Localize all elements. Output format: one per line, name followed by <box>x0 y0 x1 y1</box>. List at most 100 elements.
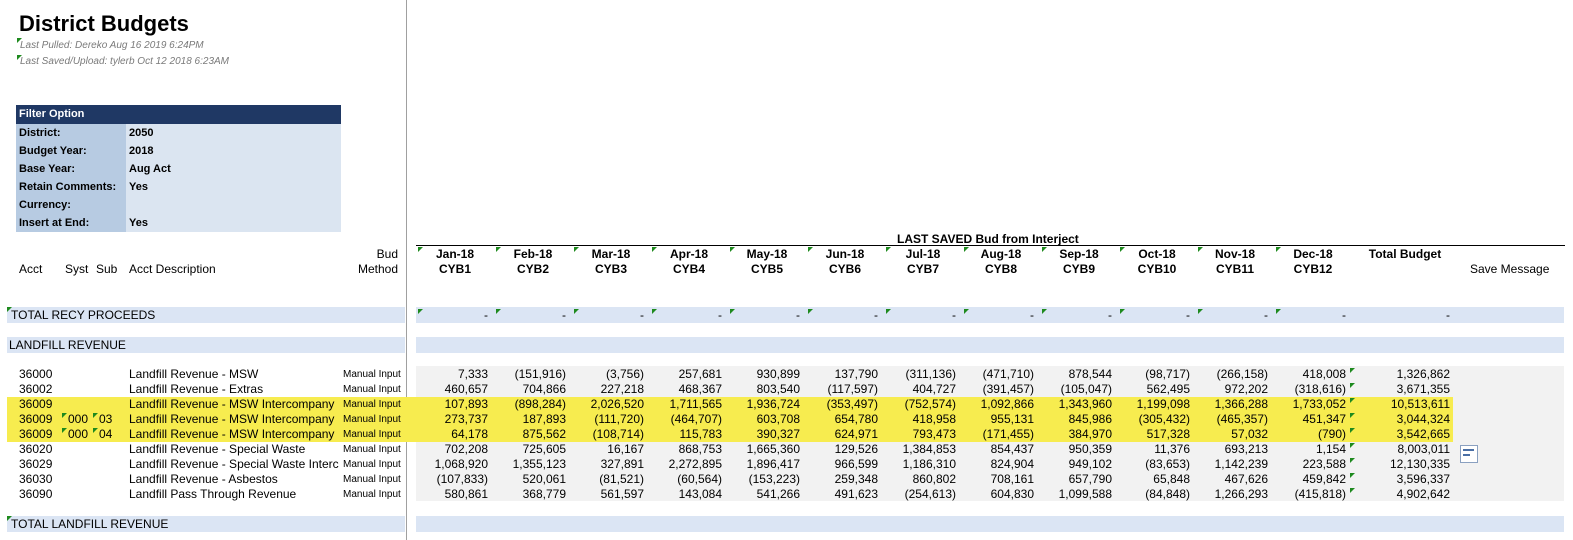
month-value-cell[interactable]: (254,613) <box>904 487 956 501</box>
month-value-cell[interactable]: 930,899 <box>756 367 800 381</box>
month-value-cell[interactable]: - <box>718 308 722 322</box>
month-value-cell[interactable]: 1,936,724 <box>746 397 800 411</box>
method-cell[interactable]: Manual Input <box>343 429 401 440</box>
month-value-cell[interactable]: 451,347 <box>1302 412 1346 426</box>
month-value-cell[interactable]: 1,186,310 <box>902 457 956 471</box>
month-value-cell[interactable]: 520,061 <box>522 472 566 486</box>
month-value-cell[interactable]: 878,544 <box>1068 367 1112 381</box>
month-value-cell[interactable]: 702,208 <box>444 442 488 456</box>
filter-value-insert-at-end[interactable]: Yes <box>126 214 341 232</box>
filter-value-budget-year[interactable]: 2018 <box>126 142 341 160</box>
sub-cell[interactable]: 04 <box>99 427 113 441</box>
month-value-cell[interactable]: 418,008 <box>1302 367 1346 381</box>
month-value-cell[interactable]: - <box>562 308 566 322</box>
month-value-cell[interactable]: 824,904 <box>990 457 1034 471</box>
month-value-cell[interactable]: - <box>1186 308 1190 322</box>
month-value-cell[interactable]: 972,202 <box>1224 382 1268 396</box>
acct-cell[interactable]: 36009 <box>19 427 53 441</box>
month-value-cell[interactable]: (3,756) <box>605 367 644 381</box>
month-value-cell[interactable]: 1,154 <box>1315 442 1346 456</box>
month-value-cell[interactable]: (60,564) <box>677 472 722 486</box>
month-value-cell[interactable]: - <box>640 308 644 322</box>
month-value-cell[interactable]: 257,681 <box>678 367 722 381</box>
acct-cell[interactable]: 36020 <box>19 442 53 456</box>
month-value-cell[interactable]: (171,455) <box>982 427 1034 441</box>
month-value-cell[interactable]: - <box>1108 308 1112 322</box>
month-value-cell[interactable]: 955,131 <box>990 412 1034 426</box>
description-cell[interactable]: Landfill Revenue - Extras <box>129 382 264 396</box>
month-value-cell[interactable]: 1,366,288 <box>1214 397 1268 411</box>
month-value-cell[interactable]: (98,717) <box>1145 367 1190 381</box>
month-value-cell[interactable]: 845,986 <box>1068 412 1112 426</box>
filter-value-retain-comments[interactable]: Yes <box>126 178 341 196</box>
month-value-cell[interactable]: (415,818) <box>1294 487 1346 501</box>
month-value-cell[interactable]: (790) <box>1317 427 1346 441</box>
month-value-cell[interactable]: 115,783 <box>679 427 723 441</box>
month-value-cell[interactable]: 517,328 <box>1146 427 1190 441</box>
month-value-cell[interactable]: 793,473 <box>912 427 956 441</box>
month-value-cell[interactable]: 541,266 <box>756 487 800 501</box>
month-value-cell[interactable]: 418,958 <box>912 412 956 426</box>
month-value-cell[interactable]: 1,355,123 <box>512 457 566 471</box>
month-value-cell[interactable]: 16,167 <box>607 442 644 456</box>
month-value-cell[interactable]: (465,357) <box>1216 412 1268 426</box>
month-value-cell[interactable]: 561,597 <box>600 487 644 501</box>
syst-cell[interactable]: 000 <box>68 427 89 441</box>
month-value-cell[interactable]: 860,802 <box>912 472 956 486</box>
month-value-cell[interactable]: 491,623 <box>834 487 878 501</box>
month-value-cell[interactable]: 1,142,239 <box>1214 457 1268 471</box>
description-cell[interactable]: Landfill Pass Through Revenue <box>129 487 297 501</box>
month-value-cell[interactable]: - <box>796 308 800 322</box>
method-cell[interactable]: Manual Input <box>343 444 401 455</box>
acct-cell[interactable]: 36029 <box>19 457 53 471</box>
month-value-cell[interactable]: 327,891 <box>600 457 644 471</box>
month-value-cell[interactable]: 1,384,853 <box>902 442 956 456</box>
month-value-cell[interactable]: 273,737 <box>444 412 488 426</box>
month-value-cell[interactable]: 1,266,293 <box>1214 487 1268 501</box>
description-cell[interactable]: Landfill Revenue - MSW <box>129 367 259 381</box>
month-value-cell[interactable]: 1,733,052 <box>1292 397 1346 411</box>
month-value-cell[interactable]: - <box>952 308 956 322</box>
month-value-cell[interactable]: (464,707) <box>670 412 722 426</box>
method-cell[interactable]: Manual Input <box>343 414 401 425</box>
month-value-cell[interactable]: 7,333 <box>457 367 488 381</box>
month-value-cell[interactable]: 854,437 <box>990 442 1034 456</box>
description-cell[interactable]: Landfill Revenue - MSW Intercompany <box>129 397 335 411</box>
method-cell[interactable]: Manual Input <box>343 384 401 395</box>
method-cell[interactable]: Manual Input <box>343 474 401 485</box>
sub-cell[interactable]: 03 <box>99 412 113 426</box>
month-value-cell[interactable]: 704,866 <box>522 382 566 396</box>
month-value-cell[interactable]: - <box>1264 308 1268 322</box>
month-value-cell[interactable]: 11,376 <box>1154 442 1190 456</box>
month-value-cell[interactable]: 624,971 <box>834 427 878 441</box>
month-value-cell[interactable]: 467,626 <box>1224 472 1268 486</box>
description-cell[interactable]: Landfill Revenue - Special Waste Interc <box>129 457 339 471</box>
month-value-cell[interactable]: 227,218 <box>600 382 644 396</box>
month-value-cell[interactable]: 57,032 <box>1231 427 1268 441</box>
month-value-cell[interactable]: 1,665,360 <box>746 442 800 456</box>
month-value-cell[interactable]: 603,708 <box>756 412 800 426</box>
month-value-cell[interactable]: (84,848) <box>1145 487 1190 501</box>
description-cell[interactable]: Landfill Revenue - MSW Intercompany <box>129 427 335 441</box>
quick-action-icon[interactable] <box>1460 445 1478 463</box>
month-value-cell[interactable]: 725,605 <box>522 442 566 456</box>
month-value-cell[interactable]: 129,526 <box>834 442 878 456</box>
month-value-cell[interactable]: 1,092,866 <box>980 397 1034 411</box>
month-value-cell[interactable]: 107,893 <box>444 397 488 411</box>
month-value-cell[interactable]: 143,084 <box>678 487 722 501</box>
month-value-cell[interactable]: - <box>1342 308 1346 322</box>
month-value-cell[interactable]: 65,848 <box>1153 472 1190 486</box>
method-cell[interactable]: Manual Input <box>343 459 401 470</box>
month-value-cell[interactable]: (471,710) <box>982 367 1034 381</box>
month-value-cell[interactable]: (898,284) <box>514 397 566 411</box>
month-value-cell[interactable]: (81,521) <box>599 472 644 486</box>
method-cell[interactable]: Manual Input <box>343 399 401 410</box>
month-value-cell[interactable]: 949,102 <box>1068 457 1112 471</box>
month-value-cell[interactable]: (111,720) <box>594 412 644 426</box>
month-value-cell[interactable]: 708,161 <box>990 472 1034 486</box>
month-value-cell[interactable]: 1,711,565 <box>669 397 723 411</box>
filter-value-district[interactable]: 2050 <box>126 124 341 142</box>
month-value-cell[interactable]: (311,136) <box>905 367 956 381</box>
month-value-cell[interactable]: 803,540 <box>756 382 800 396</box>
month-value-cell[interactable]: 1,199,098 <box>1136 397 1190 411</box>
